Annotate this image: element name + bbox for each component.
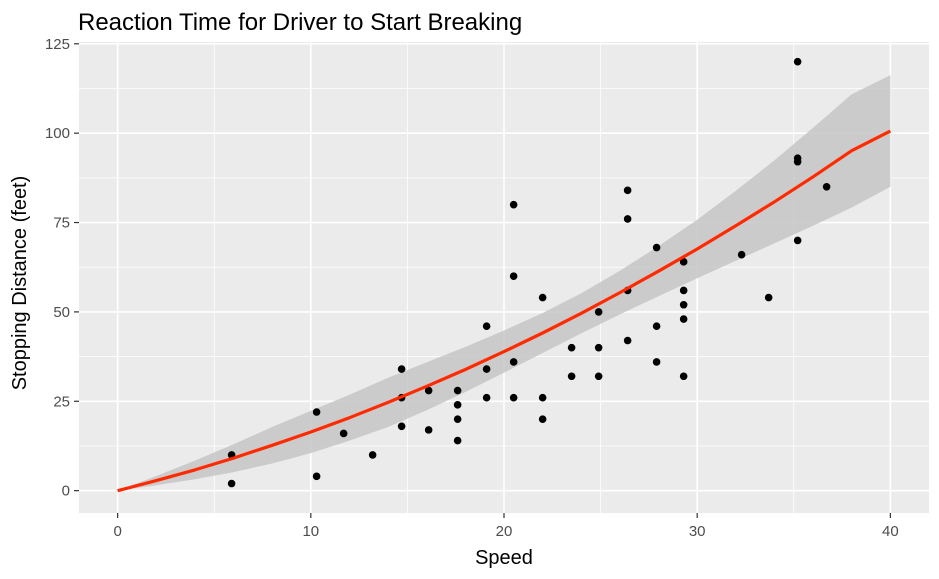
data-point [652, 322, 661, 331]
data-point [312, 408, 321, 416]
y-tick-label: 125 [45, 36, 70, 53]
data-point [679, 315, 688, 323]
data-point [424, 386, 433, 395]
data-point [679, 300, 688, 309]
data-point [509, 200, 518, 209]
data-point [594, 372, 603, 381]
major-grid [79, 42, 929, 513]
data-point [453, 436, 462, 445]
data-point [538, 393, 547, 402]
data-point [538, 415, 547, 423]
data-point [312, 472, 321, 481]
x-tick-label: 30 [689, 523, 706, 540]
data-point [397, 422, 406, 431]
y-tick-label: 75 [53, 215, 70, 232]
data-point [623, 336, 632, 345]
data-point [594, 343, 603, 352]
data-point [737, 250, 746, 259]
data-point [509, 358, 518, 366]
y-tick-label: 50 [53, 304, 70, 321]
x-axis-ticks: 0 10 20 30 40 [113, 513, 899, 540]
data-point [424, 426, 433, 434]
x-tick-label: 20 [496, 523, 513, 540]
y-tick-label: 100 [45, 125, 70, 142]
fit-line [117, 129, 892, 493]
data-point [652, 358, 661, 366]
data-point [793, 154, 802, 162]
data-point [453, 386, 462, 395]
y-tick-label: 0 [62, 483, 70, 500]
x-tick-label: 0 [113, 523, 121, 540]
x-axis-title: Speed [475, 547, 533, 569]
data-point [594, 308, 603, 316]
data-point [679, 258, 688, 266]
y-axis-ticks: 0 25 50 75 100 125 [45, 36, 79, 500]
data-point [538, 293, 547, 302]
data-point [453, 401, 462, 409]
data-point [368, 451, 377, 459]
chart-title: Reaction Time for Driver to Start Breaki… [78, 9, 522, 36]
data-point [339, 429, 348, 438]
data-point [509, 272, 518, 280]
y-axis-title: Stopping Distance (feet) [9, 176, 31, 391]
data-point [623, 215, 632, 223]
data-point [793, 236, 802, 245]
data-point [397, 365, 406, 373]
x-tick-label: 40 [882, 523, 899, 540]
data-point [764, 293, 773, 302]
data-point [822, 182, 831, 191]
data-point [679, 286, 688, 295]
y-tick-label: 25 [53, 393, 70, 410]
data-point [509, 393, 518, 402]
data-point [482, 322, 491, 331]
data-point [453, 415, 462, 423]
data-point [227, 479, 236, 488]
data-point [482, 365, 491, 373]
data-point [623, 186, 632, 195]
data-point [482, 393, 491, 402]
x-tick-label: 10 [302, 523, 319, 540]
data-point [652, 243, 661, 252]
data-point [567, 343, 576, 352]
data-point [793, 57, 802, 66]
data-point [679, 372, 688, 381]
data-point [567, 372, 576, 381]
